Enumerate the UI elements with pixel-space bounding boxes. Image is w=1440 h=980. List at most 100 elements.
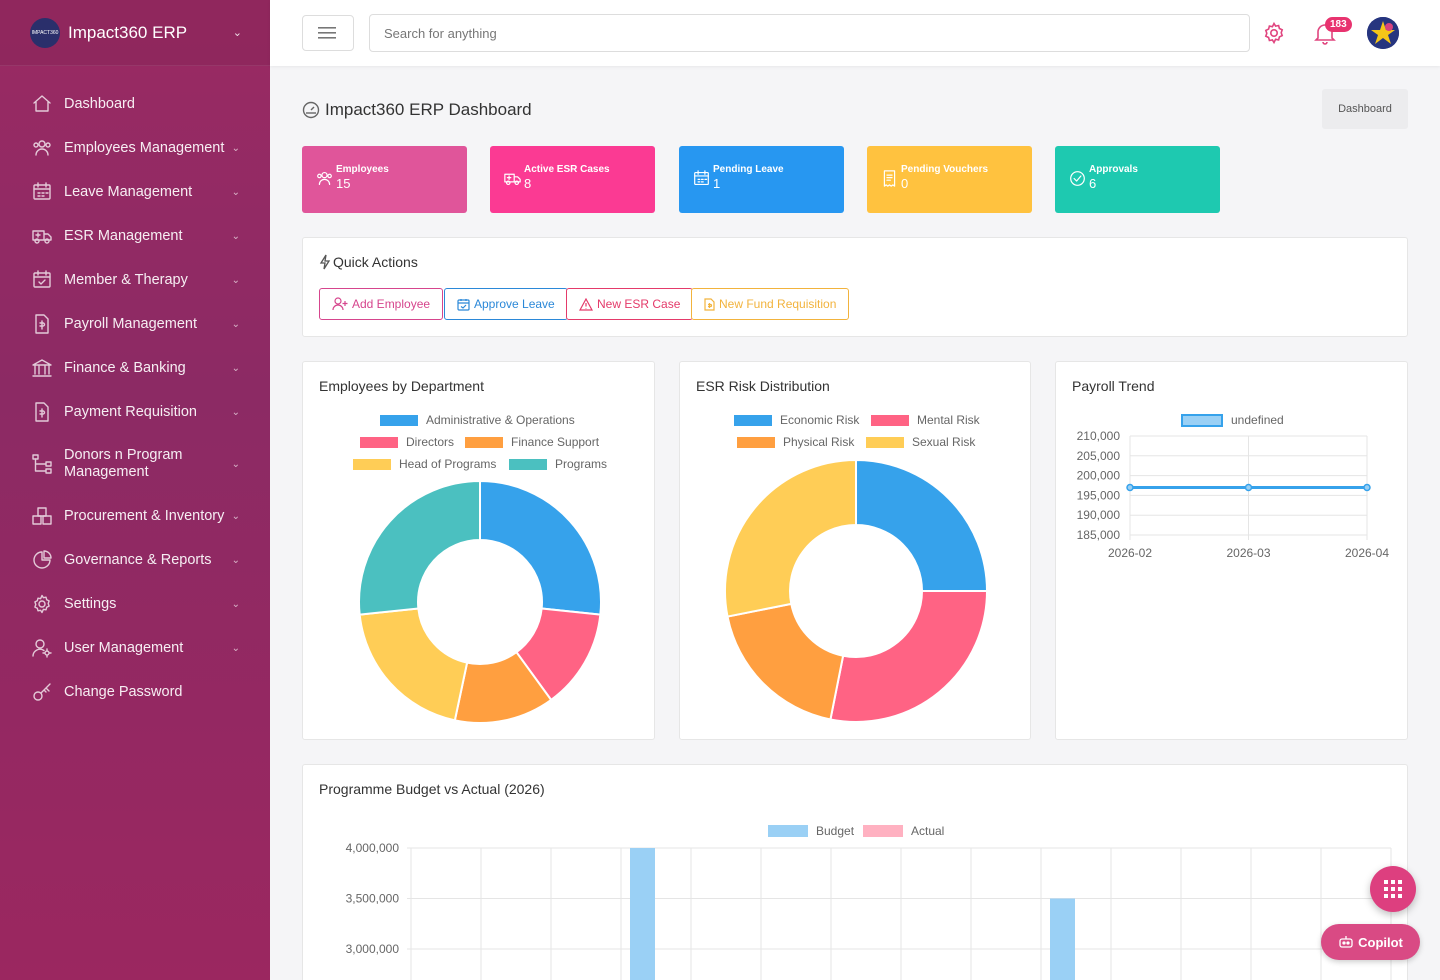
y-tick-label: 195,000 — [1077, 488, 1121, 502]
sidebar-item-settings[interactable]: Settings ⌄ — [0, 582, 270, 626]
slice-programs[interactable] — [358, 479, 481, 616]
sidebar-icon — [30, 94, 54, 114]
legend-item-mental-risk[interactable]: Mental Risk — [871, 413, 980, 427]
stat-card-approvals[interactable]: Approvals 6 — [1055, 146, 1220, 213]
sidebar-icon — [30, 138, 54, 158]
sidebar-item-governance-and-reports[interactable]: Governance & Reports ⌄ — [0, 538, 270, 582]
bar-budget[interactable] — [630, 848, 655, 980]
sidebar-item-member-and-therapy[interactable]: Member & Therapy ⌄ — [0, 258, 270, 302]
key-icon — [33, 683, 51, 701]
chevron-down-icon: ⌄ — [231, 458, 240, 470]
sidebar-item-leave-management[interactable]: Leave Management ⌄ — [0, 170, 270, 214]
slice-head-of-programs[interactable] — [358, 607, 469, 722]
sidebar-item-label: ESR Management — [64, 227, 183, 244]
stat-value: 0 — [901, 176, 909, 191]
sidebar-item-esr-management[interactable]: ESR Management ⌄ — [0, 214, 270, 258]
stat-card-active-esr-cases[interactable]: Active ESR Cases 8 — [490, 146, 655, 213]
actual-legend-label: Actual — [911, 824, 945, 838]
slice-sexual-risk[interactable] — [724, 458, 857, 618]
stat-icon — [1069, 170, 1089, 213]
copilot-button[interactable]: Copilot — [1321, 924, 1420, 960]
data-point[interactable] — [1363, 483, 1371, 492]
x-tick-label: 2026-03 — [1226, 546, 1270, 560]
brand[interactable]: IMPACT360 Impact360 ERP ⌄ — [0, 0, 270, 66]
slice-physical-risk[interactable] — [726, 602, 845, 721]
boxes-icon — [32, 507, 52, 525]
actual-legend-item[interactable]: Actual — [863, 824, 944, 838]
payroll-trend-card: Payroll Trend undefined 210,000 205,000 20… — [1055, 361, 1408, 740]
add-employee-button[interactable]: Add Employee — [319, 288, 444, 320]
legend-item-finance-support[interactable]: Finance Support — [465, 435, 599, 449]
legend-label: Head of Programs — [399, 457, 497, 471]
slice-mental-risk[interactable] — [829, 590, 989, 723]
sidebar-item-label: Change Password — [64, 683, 183, 700]
apps-grid-button[interactable] — [1370, 866, 1416, 912]
budget-legend-swatch — [768, 825, 808, 837]
stat-card-employees[interactable]: Employees 15 — [302, 146, 467, 213]
data-point[interactable] — [1244, 483, 1253, 492]
breadcrumb[interactable]: Dashboard — [1322, 89, 1408, 129]
stat-card-pending-leave[interactable]: Pending Leave 1 — [679, 146, 844, 213]
payroll-trend-title: Payroll Trend — [1072, 378, 1155, 394]
sidebar-item-dashboard[interactable]: Dashboard — [0, 82, 270, 126]
sidebar-item-change-password[interactable]: Change Password — [0, 670, 270, 714]
x-tick-label: 2026-02 — [1108, 546, 1152, 560]
stat-icon — [693, 170, 713, 213]
sidebar-item-user-management[interactable]: User Management ⌄ — [0, 626, 270, 670]
app-name: Impact360 ERP — [68, 22, 188, 42]
legend-label: Directors — [406, 435, 455, 449]
legend-item-administrative-operations[interactable]: Administrative & Operations — [380, 413, 575, 427]
legend-item-programs[interactable]: Programs — [509, 457, 607, 471]
file-dollar-icon — [35, 402, 49, 422]
slice-administrative-operations[interactable] — [479, 479, 602, 616]
legend-label: Economic Risk — [780, 413, 860, 427]
user-avatar[interactable] — [1367, 17, 1399, 49]
approve-leave-button[interactable]: Approve Leave — [444, 288, 568, 320]
sidebar-icon — [30, 506, 54, 526]
stat-label: Approvals — [1089, 164, 1138, 175]
bar-budget[interactable] — [1050, 898, 1075, 980]
y-tick-label: 4,000,000 — [346, 841, 400, 855]
sidebar-item-label: Finance & Banking — [64, 359, 186, 376]
new-esr-case-button[interactable]: New ESR Case — [566, 288, 694, 320]
sidebar-item-payment-requisition[interactable]: Payment Requisition ⌄ — [0, 390, 270, 434]
legend-item-sexual-risk[interactable]: Sexual Risk — [866, 435, 975, 449]
data-point[interactable] — [1126, 483, 1134, 492]
legend-item-economic-risk[interactable]: Economic Risk — [734, 413, 859, 427]
calendar-check-icon — [457, 298, 470, 311]
legend-item-head-of-programs[interactable]: Head of Programs — [353, 457, 496, 471]
legend-item-physical-risk[interactable]: Physical Risk — [737, 435, 854, 449]
legend-item-directors[interactable]: Directors — [360, 435, 454, 449]
stat-card-pending-vouchers[interactable]: Pending Vouchers 0 — [867, 146, 1032, 213]
settings-gear-icon[interactable] — [1262, 21, 1286, 50]
legend-label: Programs — [555, 457, 608, 471]
sidebar-item-label: Payment Requisition — [64, 403, 197, 420]
sidebar-item-finance-and-banking[interactable]: Finance & Banking ⌄ — [0, 346, 270, 390]
sidebar-item-donors-n-program-management[interactable]: Donors n Program Management ⌄ — [0, 434, 270, 494]
file-dollar-icon — [704, 297, 715, 311]
payroll-legend-item[interactable]: undefined — [1181, 413, 1284, 427]
bank-icon — [32, 359, 52, 377]
sidebar-item-label: Payroll Management — [64, 315, 197, 332]
new-fund-requisition-button[interactable]: New Fund Requisition — [691, 288, 850, 320]
legend-swatch — [866, 436, 904, 448]
brand-logo: IMPACT360 — [30, 17, 60, 48]
sidebar-item-employees-management[interactable]: Employees Management ⌄ — [0, 126, 270, 170]
legend-swatch — [360, 436, 398, 448]
y-tick-label: 190,000 — [1077, 508, 1121, 522]
sidebar-icon — [30, 682, 54, 702]
sidebar-icon — [30, 226, 54, 246]
user-gear-icon — [32, 639, 52, 658]
stat-icon — [316, 170, 336, 213]
chevron-down-icon[interactable]: ⌄ — [232, 27, 242, 39]
hamburger-icon — [318, 27, 336, 39]
receipt-icon — [883, 170, 896, 187]
budget-legend-item[interactable]: Budget — [768, 824, 854, 838]
search-input[interactable] — [369, 14, 1250, 52]
menu-toggle-button[interactable] — [302, 15, 354, 51]
sidebar-item-payroll-management[interactable]: Payroll Management ⌄ — [0, 302, 270, 346]
sidebar-item-label: Governance & Reports — [64, 551, 212, 568]
sidebar-item-procurement-and-inventory[interactable]: Procurement & Inventory ⌄ — [0, 494, 270, 538]
slice-economic-risk[interactable] — [855, 458, 989, 592]
stat-icon — [881, 170, 901, 213]
